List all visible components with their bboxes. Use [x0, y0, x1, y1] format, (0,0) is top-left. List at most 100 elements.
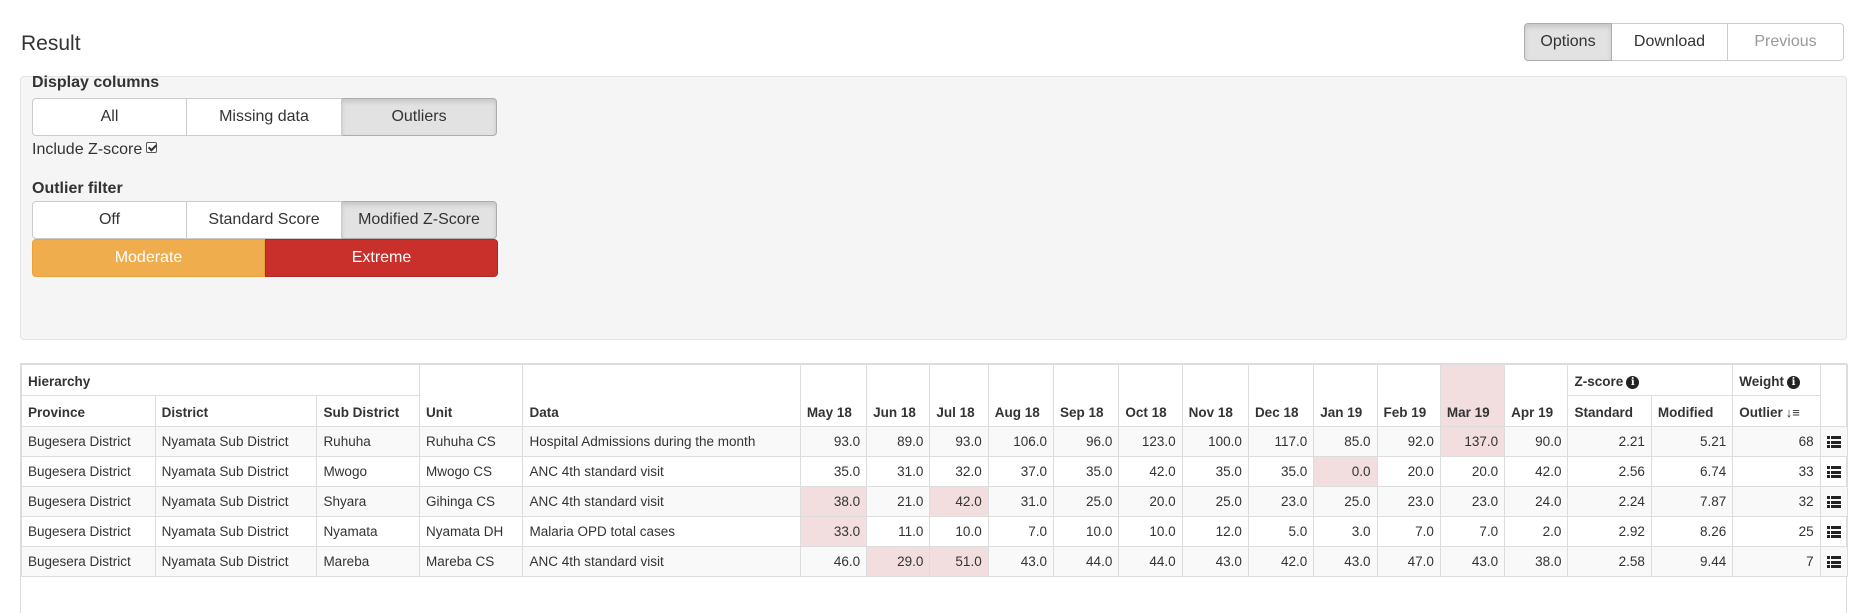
display-missing-data-button[interactable]: Missing data	[187, 98, 342, 136]
value-cell: 43.0	[1439, 546, 1506, 577]
outlier-value-cell: 0.0	[1313, 456, 1378, 487]
row-actions-cell	[1819, 546, 1849, 577]
unit-header[interactable]: Unit	[418, 364, 524, 427]
unit-cell: Nyamata DH	[418, 516, 524, 547]
value-cell: 31.0	[987, 486, 1055, 517]
value-cell: 2.0	[1504, 516, 1569, 547]
outlier-value-cell: 33.0	[799, 516, 868, 547]
outlier-table-container: Hierarchy Unit Data May 18 Jun 18 Jul 18…	[20, 363, 1849, 613]
value-cell: 20.0	[1439, 456, 1506, 487]
district-cell: Nyamata Sub District	[154, 426, 318, 457]
value-cell: 44.0	[1053, 546, 1120, 577]
district-header[interactable]: District	[154, 395, 318, 427]
value-cell: 37.0	[987, 456, 1055, 487]
row-actions-cell	[1819, 486, 1849, 517]
month-header[interactable]: Jun 18	[866, 364, 931, 427]
include-zscore-checkbox[interactable]	[146, 141, 158, 153]
month-header[interactable]: Jul 18	[929, 364, 989, 427]
weight-info-icon[interactable]: i	[1787, 375, 1800, 389]
zscore-info-icon[interactable]: i	[1626, 375, 1640, 389]
sort-descending-icon[interactable]: ↓≡	[1785, 405, 1800, 420]
value-cell: 93.0	[799, 426, 868, 457]
unit-cell: Mwogo CS	[418, 456, 524, 487]
month-header[interactable]: Oct 18	[1118, 364, 1183, 427]
data-element-cell: Malaria OPD total cases	[522, 516, 801, 547]
zscore-group-header: Z-score i	[1567, 364, 1734, 396]
hierarchy-group-header: Hierarchy	[21, 364, 420, 396]
province-header[interactable]: Province	[21, 395, 156, 427]
province-cell: Bugesera District	[21, 516, 156, 547]
table-row: Bugesera District Nyamata Sub District Nya…	[21, 516, 1849, 547]
modified-zscore-cell: 5.21	[1650, 426, 1734, 457]
sub-district-cell: Mwogo	[316, 456, 420, 487]
month-header[interactable]: Jan 19	[1313, 364, 1378, 427]
value-cell: 43.0	[1313, 546, 1378, 577]
value-cell: 93.0	[929, 426, 989, 457]
value-cell: 92.0	[1376, 426, 1441, 457]
weight-group-header: Weight i	[1732, 364, 1821, 396]
value-cell: 3.0	[1313, 516, 1378, 547]
month-header[interactable]: May 18	[799, 364, 868, 427]
month-header[interactable]: Sep 18	[1053, 364, 1120, 427]
value-cell: 32.0	[929, 456, 989, 487]
province-cell: Bugesera District	[21, 546, 156, 577]
value-cell: 123.0	[1118, 426, 1183, 457]
value-cell: 10.0	[1118, 516, 1183, 547]
standard-header[interactable]: Standard	[1567, 395, 1652, 427]
list-icon[interactable]	[1826, 556, 1841, 569]
table-row: Bugesera District Nyamata Sub District Mar…	[21, 546, 1849, 577]
outlier-value-cell: 38.0	[799, 486, 868, 517]
outlier-header[interactable]: Outlier ↓≡	[1732, 395, 1821, 427]
outlier-value-cell: 29.0	[866, 546, 931, 577]
include-zscore-label: Include Z-score	[32, 141, 143, 158]
month-header[interactable]: Mar 19	[1439, 364, 1506, 427]
modified-header[interactable]: Modified	[1650, 395, 1734, 427]
list-icon[interactable]	[1826, 496, 1841, 509]
outlier-weight-cell: 32	[1732, 486, 1821, 517]
month-header[interactable]: Dec 18	[1247, 364, 1315, 427]
severity-group: Moderate Extreme	[32, 239, 498, 277]
list-icon[interactable]	[1826, 436, 1841, 449]
sub-district-header[interactable]: Sub District	[316, 395, 420, 427]
unit-cell: Ruhuha CS	[418, 426, 524, 457]
table-row: Bugesera District Nyamata Sub District Ruh…	[21, 426, 1849, 457]
month-header[interactable]: Nov 18	[1181, 364, 1249, 427]
display-all-button[interactable]: All	[32, 98, 187, 136]
previous-button[interactable]: Previous	[1728, 23, 1844, 61]
month-header[interactable]: Feb 19	[1376, 364, 1441, 427]
outlier-weight-cell: 68	[1732, 426, 1821, 457]
district-cell: Nyamata Sub District	[154, 486, 318, 517]
list-icon[interactable]	[1826, 526, 1841, 539]
list-icon[interactable]	[1826, 466, 1841, 479]
month-header[interactable]: Apr 19	[1504, 364, 1569, 427]
value-cell: 24.0	[1504, 486, 1569, 517]
standard-zscore-cell: 2.58	[1567, 546, 1652, 577]
table-row: Bugesera District Nyamata Sub District Mwo…	[21, 456, 1849, 487]
filter-modified-zscore-button[interactable]: Modified Z-Score	[342, 201, 497, 239]
value-cell: 23.0	[1439, 486, 1506, 517]
weight-group-label: Weight	[1739, 374, 1784, 389]
value-cell: 7.0	[1376, 516, 1441, 547]
sub-district-cell: Mareba	[316, 546, 420, 577]
value-cell: 46.0	[799, 546, 868, 577]
filter-off-button[interactable]: Off	[32, 201, 187, 239]
outlier-header-label: Outlier	[1739, 405, 1783, 420]
display-outliers-button[interactable]: Outliers	[342, 98, 497, 136]
value-cell: 42.0	[1504, 456, 1569, 487]
value-cell: 47.0	[1376, 546, 1441, 577]
district-cell: Nyamata Sub District	[154, 516, 318, 547]
download-button[interactable]: Download	[1612, 23, 1728, 61]
district-cell: Nyamata Sub District	[154, 546, 318, 577]
data-header[interactable]: Data	[522, 364, 801, 427]
options-button[interactable]: Options	[1524, 23, 1612, 61]
filter-standard-score-button[interactable]: Standard Score	[187, 201, 342, 239]
month-header[interactable]: Aug 18	[987, 364, 1055, 427]
data-element-cell: Hospital Admissions during the month	[522, 426, 801, 457]
moderate-button[interactable]: Moderate	[32, 239, 265, 277]
table-row: Bugesera District Nyamata Sub District Shy…	[21, 486, 1849, 517]
value-cell: 21.0	[866, 486, 931, 517]
modified-zscore-cell: 7.87	[1650, 486, 1734, 517]
extreme-button[interactable]: Extreme	[265, 239, 498, 277]
modified-zscore-cell: 6.74	[1650, 456, 1734, 487]
value-cell: 35.0	[1181, 456, 1249, 487]
